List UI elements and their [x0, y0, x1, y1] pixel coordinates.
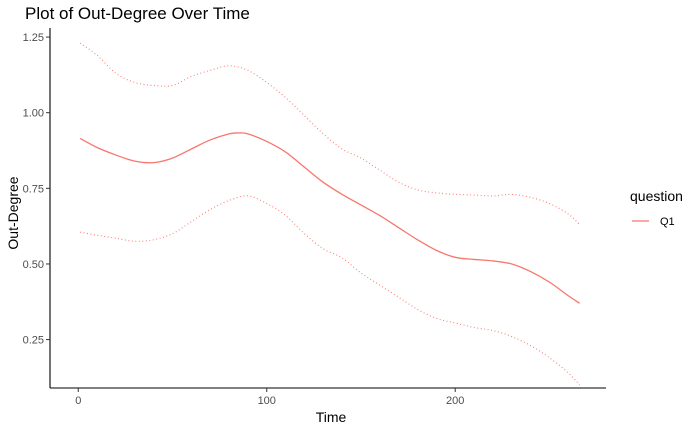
y-tick-label: 1.00 [23, 108, 44, 120]
x-axis-title: Time [316, 409, 347, 425]
y-tick-label: 1.25 [23, 32, 44, 44]
x-tick-label: 200 [446, 395, 464, 407]
legend-label-q1: Q1 [660, 216, 675, 228]
x-axis-ticks: 0 100 200 [75, 388, 464, 407]
y-axis-title: Out-Degree [5, 176, 21, 249]
legend-title: question [630, 188, 683, 204]
y-tick-label: 0.50 [23, 259, 44, 271]
y-tick-label: 0.25 [23, 335, 44, 347]
data-lines [79, 42, 581, 386]
chart-title: Plot of Out-Degree Over Time [25, 4, 250, 23]
x-tick-label: 0 [75, 395, 81, 407]
series-line-upper-bound [79, 42, 580, 226]
x-tick-label: 100 [258, 395, 276, 407]
series-line-fit [79, 132, 580, 304]
legend: question Q1 [630, 188, 683, 228]
y-axis-ticks: 0.25 0.50 0.75 1.00 1.25 [23, 32, 50, 347]
series-line-lower-bound [80, 195, 581, 386]
y-tick-label: 0.75 [23, 183, 44, 195]
